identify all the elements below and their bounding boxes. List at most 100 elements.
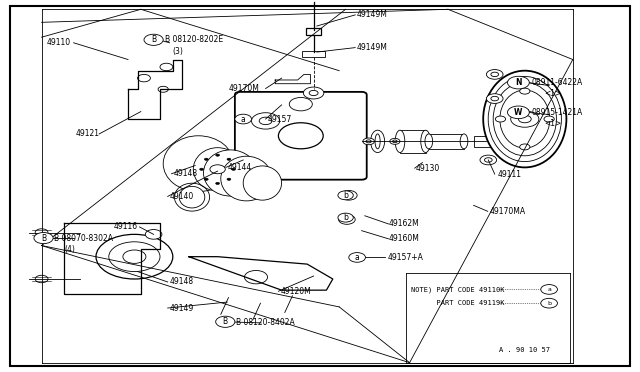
Circle shape (216, 316, 235, 327)
Circle shape (145, 230, 162, 239)
Text: 49140: 49140 (170, 192, 194, 201)
Text: 49130: 49130 (416, 164, 440, 173)
Circle shape (96, 234, 173, 279)
Ellipse shape (221, 156, 272, 201)
Text: <1>: <1> (544, 89, 561, 98)
Circle shape (520, 144, 530, 150)
Circle shape (339, 215, 355, 224)
Ellipse shape (396, 130, 405, 153)
Circle shape (484, 158, 492, 162)
Circle shape (227, 178, 231, 180)
Circle shape (345, 193, 353, 198)
Circle shape (363, 138, 374, 145)
Text: 49111: 49111 (498, 170, 522, 179)
Text: B: B (223, 317, 228, 326)
Circle shape (160, 63, 173, 71)
Circle shape (340, 190, 357, 200)
Text: N: N (522, 80, 527, 86)
Circle shape (520, 88, 530, 94)
Circle shape (278, 123, 323, 149)
Circle shape (244, 270, 268, 284)
Circle shape (204, 158, 208, 160)
Text: b: b (343, 213, 348, 222)
Ellipse shape (483, 71, 566, 167)
Circle shape (259, 117, 272, 125)
Circle shape (486, 70, 503, 79)
Text: B: B (151, 35, 156, 44)
Text: 49120M: 49120M (280, 287, 311, 296)
Text: B: B (41, 234, 46, 243)
Circle shape (480, 155, 497, 165)
Circle shape (392, 140, 397, 143)
Ellipse shape (193, 148, 242, 191)
Circle shape (309, 90, 318, 96)
Ellipse shape (204, 150, 257, 196)
Text: N: N (515, 78, 522, 87)
Circle shape (210, 165, 225, 174)
Text: 49170M: 49170M (229, 84, 260, 93)
Text: 49148: 49148 (174, 169, 198, 178)
Text: 49148: 49148 (170, 278, 194, 286)
Text: b: b (547, 301, 551, 306)
Circle shape (35, 229, 48, 236)
Text: a: a (547, 287, 551, 292)
Text: 49170MA: 49170MA (490, 207, 525, 216)
Text: b: b (343, 191, 348, 200)
Circle shape (491, 96, 499, 101)
Circle shape (518, 115, 531, 123)
Text: 49121: 49121 (76, 129, 100, 138)
Circle shape (232, 168, 236, 170)
Text: 49144: 49144 (227, 163, 252, 172)
Circle shape (390, 138, 400, 144)
Text: a: a (355, 253, 360, 262)
Text: B 08070-8302A: B 08070-8302A (54, 234, 113, 243)
Circle shape (541, 285, 557, 294)
Ellipse shape (421, 130, 431, 153)
Circle shape (541, 298, 557, 308)
Circle shape (200, 168, 204, 170)
Circle shape (235, 114, 252, 124)
Text: 08911-6422A: 08911-6422A (531, 78, 582, 87)
Ellipse shape (375, 134, 380, 149)
Ellipse shape (243, 166, 282, 200)
Text: 49162M: 49162M (389, 219, 420, 228)
Bar (400, 130, 426, 153)
Circle shape (227, 158, 231, 160)
Ellipse shape (425, 134, 433, 149)
Circle shape (35, 275, 48, 283)
Circle shape (109, 242, 160, 272)
Text: 49149M: 49149M (357, 10, 388, 19)
Bar (302, 51, 325, 57)
Circle shape (216, 182, 220, 185)
Text: (3): (3) (173, 47, 184, 56)
Circle shape (495, 116, 506, 122)
Ellipse shape (179, 186, 205, 208)
Circle shape (508, 106, 529, 119)
Circle shape (303, 87, 324, 99)
Ellipse shape (371, 130, 385, 153)
Text: 49110: 49110 (47, 38, 71, 47)
Circle shape (216, 154, 220, 156)
Circle shape (343, 217, 351, 222)
Circle shape (158, 86, 168, 92)
Circle shape (486, 94, 503, 103)
Circle shape (144, 34, 163, 45)
FancyBboxPatch shape (235, 92, 367, 180)
Circle shape (138, 74, 150, 82)
Text: 49116: 49116 (114, 222, 138, 231)
Text: 49157+A: 49157+A (387, 253, 423, 262)
Circle shape (252, 113, 280, 129)
Text: 08915-1421A: 08915-1421A (531, 108, 582, 117)
Circle shape (123, 250, 146, 263)
Text: A . 90 10 57: A . 90 10 57 (499, 347, 550, 353)
Bar (474, 136, 490, 147)
Bar (429, 134, 464, 149)
Circle shape (349, 253, 365, 262)
Circle shape (511, 111, 539, 127)
Circle shape (491, 72, 499, 77)
Text: W: W (522, 109, 529, 115)
Text: 49149: 49149 (170, 304, 194, 312)
Circle shape (508, 76, 529, 89)
Circle shape (338, 213, 353, 222)
Text: <1>: <1> (544, 119, 561, 128)
